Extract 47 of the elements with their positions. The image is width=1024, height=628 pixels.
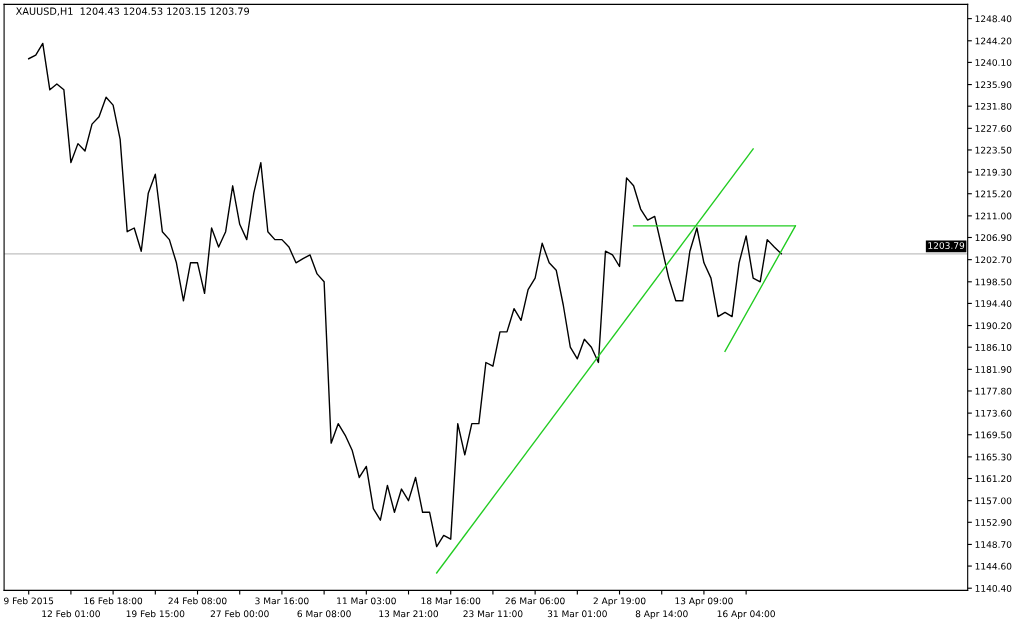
y-tick-label: 1235.90 <box>975 81 1012 89</box>
x-tick-label: 23 Mar 11:00 <box>463 610 523 618</box>
x-tick-label: 16 Feb 18:00 <box>84 597 143 605</box>
y-tick-label: 1202.70 <box>975 256 1012 264</box>
y-tick-label: 1215.20 <box>975 190 1012 198</box>
y-tick-label: 1181.90 <box>975 366 1012 373</box>
y-tick-label: 1173.60 <box>975 409 1012 417</box>
y-tick-label: 1219.30 <box>975 168 1012 176</box>
y-tick-label: 1231.80 <box>975 102 1012 110</box>
y-tick-label: 1227.60 <box>975 125 1012 132</box>
y-tick-label: 1211.00 <box>975 212 1012 220</box>
x-tick-label: 2 Apr 19:00 <box>593 597 646 606</box>
chart-title: XAUUSD,H1 1204.43 1204.53 1203.15 1203.79 <box>15 7 250 16</box>
y-tick-label: 1152.90 <box>975 519 1012 526</box>
ref-line-label: 1203.79 <box>928 242 965 249</box>
y-tick-label: 1206.90 <box>975 234 1012 242</box>
x-tick-label: 11 Mar 03:00 <box>337 597 396 605</box>
x-tick-label: 6 Mar 08:00 <box>297 610 351 618</box>
y-tick-label: 1144.60 <box>975 562 1012 570</box>
x-tick-label: 13 Mar 21:00 <box>379 610 439 618</box>
x-tick-label: 19 Feb 15:00 <box>126 610 185 618</box>
x-tick-label: 27 Feb 00:00 <box>210 610 269 618</box>
y-tick-label: 1190.20 <box>975 322 1012 330</box>
y-tick-label: 1240.10 <box>975 59 1012 66</box>
x-tick-label: 8 Apr 14:00 <box>635 610 688 619</box>
y-tick-label: 1186.10 <box>975 343 1012 351</box>
x-tick-label: 16 Apr 04:00 <box>717 610 775 619</box>
x-tick-label: 9 Feb 2015 <box>4 597 54 605</box>
y-tick-label: 1194.40 <box>975 300 1012 307</box>
y-tick-label: 1161.20 <box>975 475 1012 483</box>
y-tick-label: 1148.70 <box>975 541 1012 548</box>
y-tick-label: 1157.00 <box>975 497 1012 505</box>
x-tick-label: 24 Feb 08:00 <box>168 597 227 605</box>
y-tick-label: 1248.40 <box>975 15 1012 23</box>
x-tick-label: 26 Mar 06:00 <box>505 597 565 605</box>
y-tick-label: 1140.40 <box>975 584 1012 592</box>
x-tick-label: 12 Feb 01:00 <box>42 610 100 618</box>
x-tick-label: 13 Apr 09:00 <box>675 597 733 606</box>
y-tick-label: 1198.50 <box>975 278 1012 286</box>
y-tick-label: 1244.20 <box>975 37 1012 45</box>
x-tick-label: 18 Mar 16:00 <box>421 597 481 605</box>
x-tick-label: 31 Mar 01:00 <box>547 610 607 618</box>
x-tick-label: 3 Mar 16:00 <box>255 597 309 605</box>
y-tick-label: 1169.50 <box>975 431 1012 439</box>
y-tick-label: 1177.80 <box>975 387 1012 395</box>
y-tick-label: 1223.50 <box>975 146 1012 154</box>
y-tick-label: 1165.30 <box>975 453 1012 461</box>
